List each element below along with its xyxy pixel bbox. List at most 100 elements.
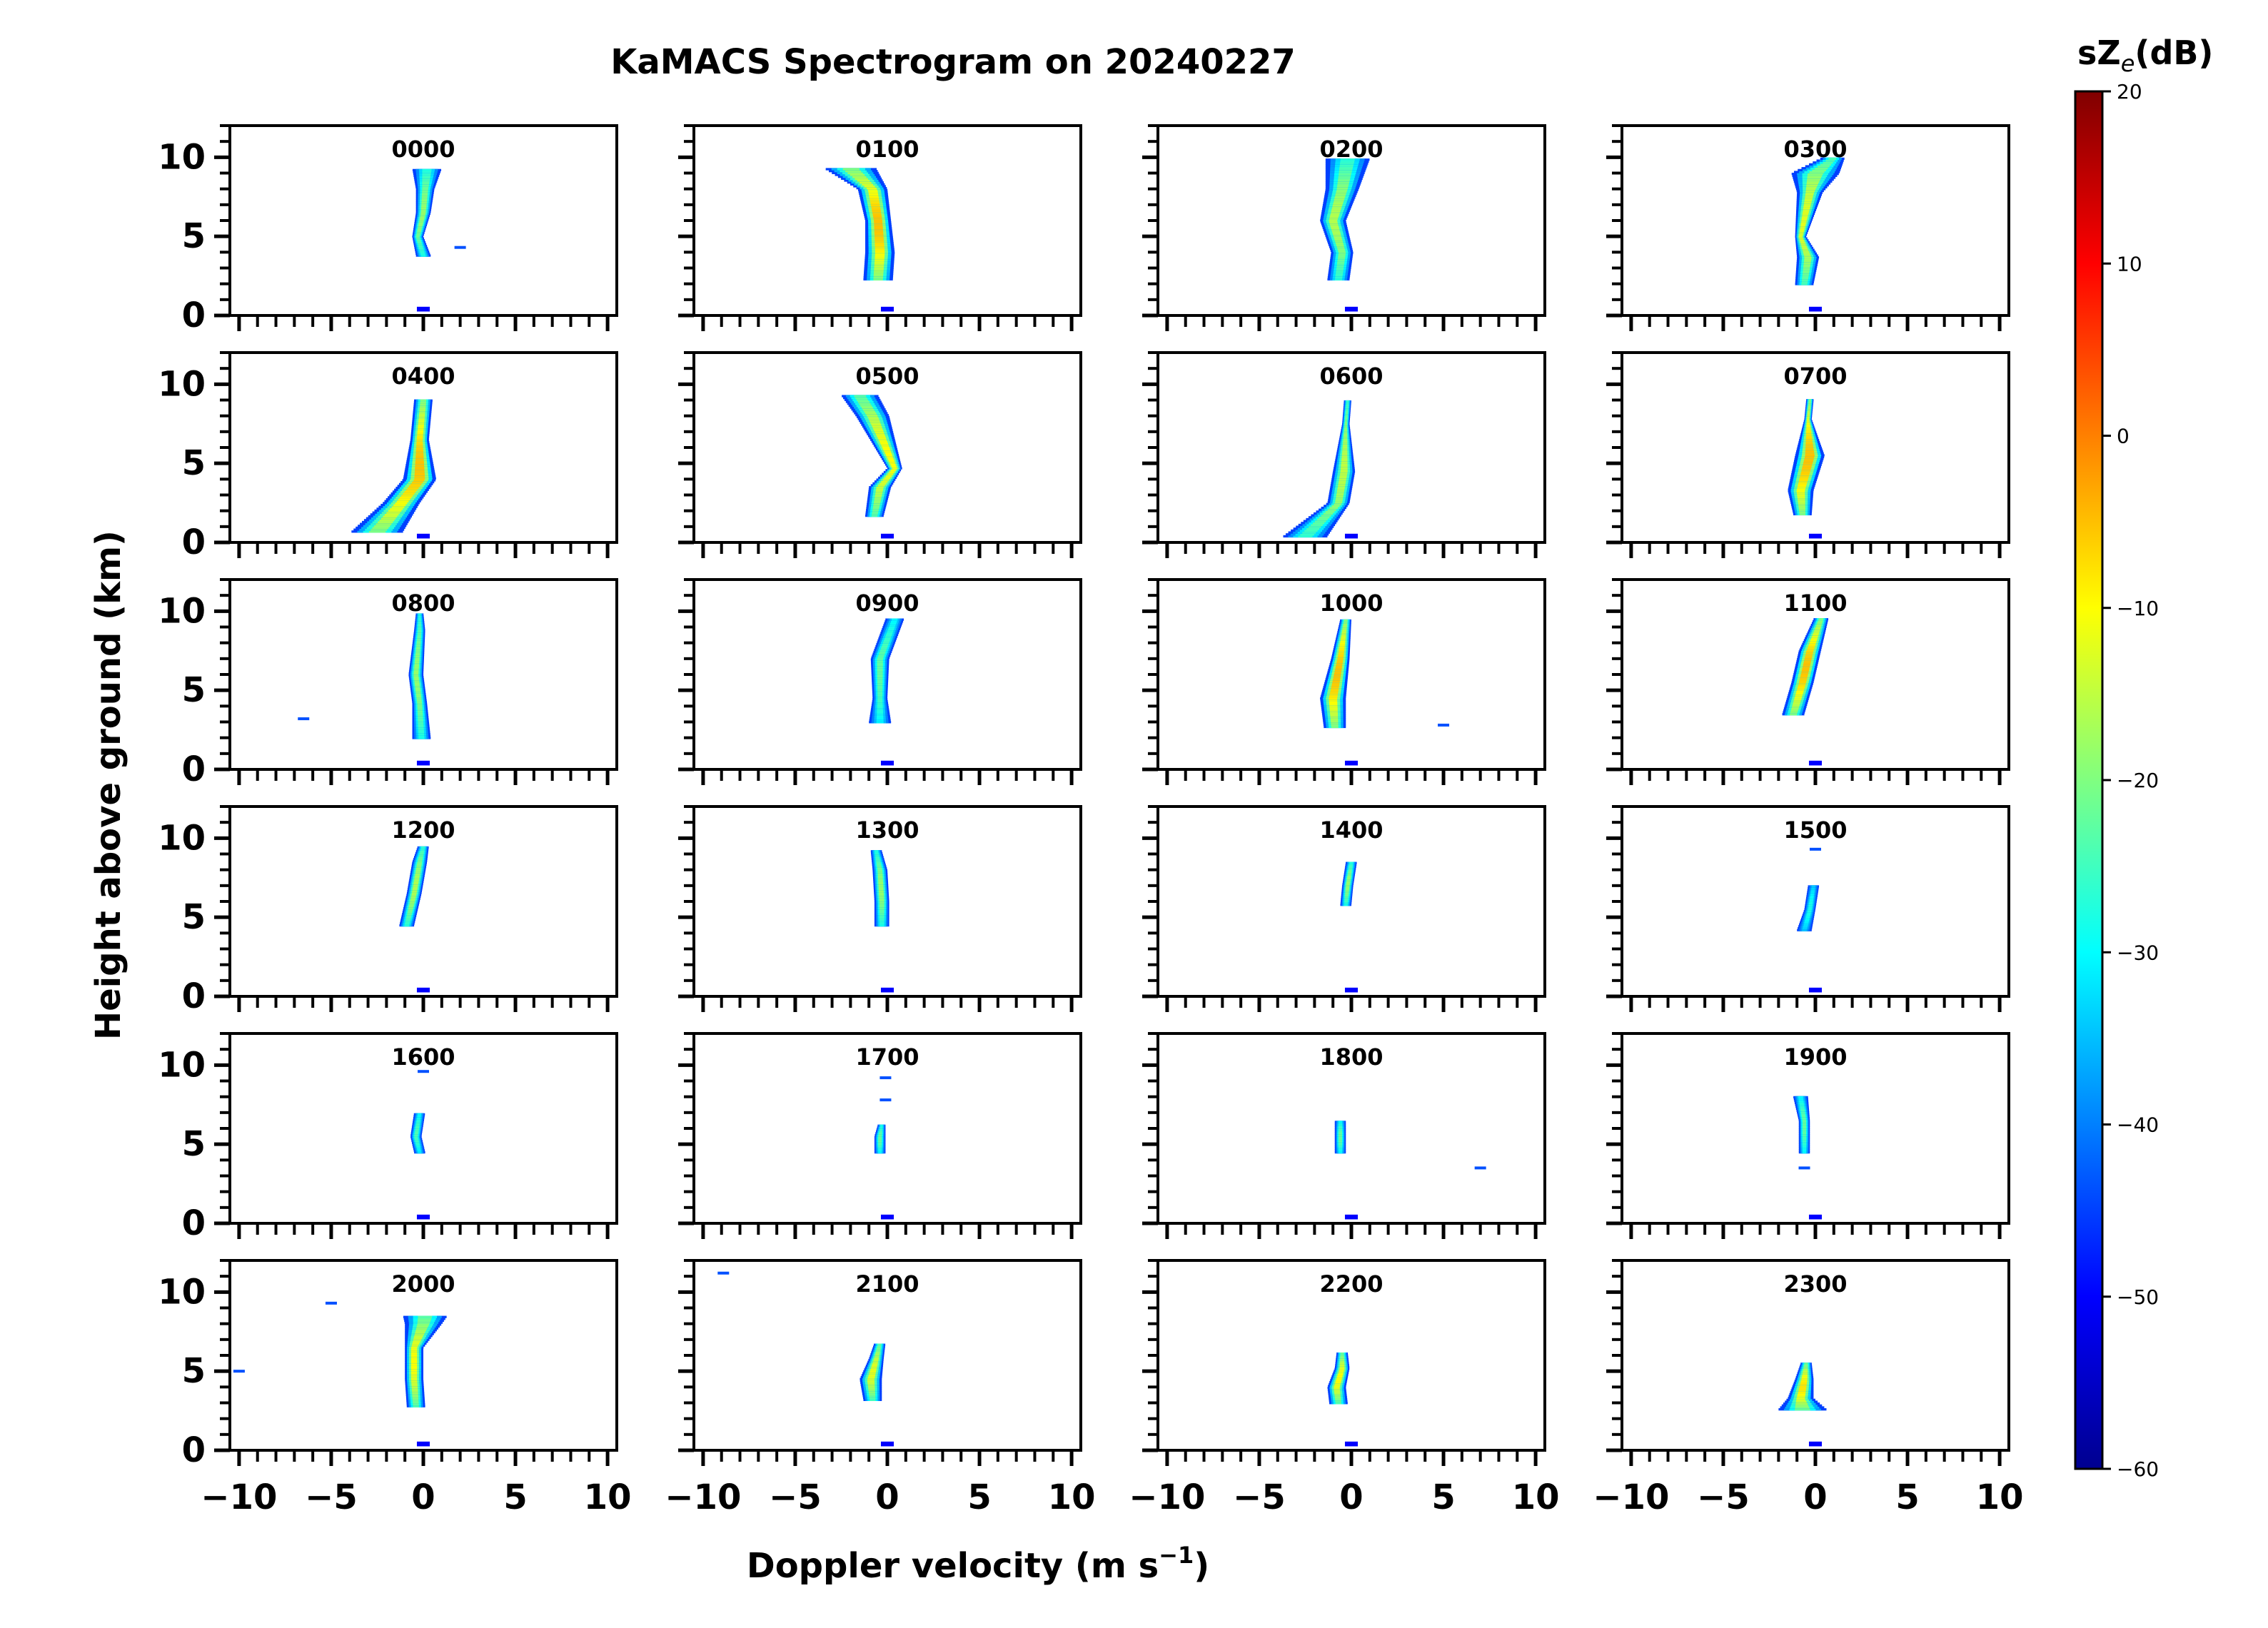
noise-speck — [454, 246, 466, 249]
spectrogram-panel-1700: 1700 — [678, 1032, 1082, 1239]
echo-cell — [1803, 208, 1810, 211]
echo-cell — [1338, 1149, 1343, 1152]
echo-cell — [1335, 276, 1343, 279]
echo-cell — [415, 1141, 420, 1144]
echo-cell — [1800, 1106, 1805, 1108]
surface-echo — [1808, 987, 1823, 993]
echo-cell — [845, 170, 862, 173]
echo-cell — [415, 659, 420, 662]
echo-cell — [417, 1319, 431, 1323]
echo-cell — [877, 687, 883, 689]
echo-cell — [1803, 252, 1810, 256]
echo-cell — [889, 626, 895, 629]
echo-cell — [1802, 248, 1809, 251]
echo-cell — [1805, 652, 1813, 655]
echo-cell — [1336, 493, 1344, 496]
echo-cell — [1803, 205, 1811, 208]
echo-cell — [877, 673, 883, 676]
echo-cell — [877, 702, 883, 704]
echo-cell — [1338, 1124, 1343, 1127]
echo-cell — [1335, 192, 1346, 196]
echo-cell — [1796, 492, 1805, 495]
echo-cell — [422, 182, 430, 185]
echo-cell — [1810, 639, 1817, 642]
echo-cell — [415, 874, 420, 878]
echo-cell — [874, 228, 883, 231]
echo-cell — [410, 1359, 418, 1362]
echo-cell — [417, 229, 421, 233]
echo-cell — [409, 901, 415, 904]
panel-plot-area — [1320, 158, 1370, 312]
echo-cell — [872, 512, 878, 515]
echo-cell — [877, 715, 884, 718]
echo-cell — [1802, 667, 1810, 670]
echo-cell — [1346, 884, 1350, 887]
echo-cell — [420, 405, 426, 408]
echo-cell — [1345, 415, 1348, 418]
echo-cell — [1804, 455, 1815, 459]
echo-cell — [1337, 181, 1349, 184]
echo-cell — [1806, 420, 1810, 423]
echo-cell — [878, 1139, 882, 1143]
echo-cell — [408, 905, 414, 908]
echo-cell — [879, 922, 884, 925]
echo-cell — [879, 1130, 882, 1133]
echo-cell — [1346, 882, 1350, 886]
echo-cell — [1338, 483, 1346, 487]
echo-cell — [855, 177, 868, 180]
echo-cell — [417, 1149, 421, 1152]
echo-cell — [412, 890, 418, 893]
echo-cell — [1331, 685, 1339, 689]
echo-cell — [879, 918, 884, 921]
echo-cell — [415, 654, 420, 658]
echo-cell — [415, 1330, 425, 1334]
echo-cell — [1336, 242, 1344, 245]
echo-cell — [877, 666, 883, 669]
echo-cell — [415, 460, 424, 462]
echo-cell — [876, 1349, 881, 1352]
echo-cell — [413, 672, 419, 675]
echo-cell — [1792, 703, 1800, 707]
echo-cell — [1341, 451, 1348, 455]
spectrogram-panel-1400: 1400 — [1142, 805, 1546, 1012]
echo-cell — [1339, 173, 1351, 176]
echo-cell — [405, 488, 418, 491]
echo-cell — [416, 639, 421, 642]
echo-cell — [883, 641, 889, 644]
echo-cell — [875, 1351, 880, 1354]
echo-cell — [867, 1377, 875, 1380]
echo-cell — [870, 419, 880, 423]
echo-cell — [1338, 1126, 1343, 1129]
panel-time-label: 1500 — [1783, 816, 1847, 844]
echo-cell — [883, 448, 890, 451]
echo-cell — [418, 422, 425, 425]
echo-cell — [1802, 275, 1809, 278]
echo-cell — [868, 418, 880, 420]
echo-cell — [886, 475, 892, 477]
echo-cell — [1808, 399, 1811, 402]
echo-cell — [1820, 163, 1832, 166]
x-tick-label: 10 — [584, 1477, 632, 1517]
panel-plot-area — [874, 1076, 894, 1220]
echo-cell — [418, 856, 423, 859]
echo-cell — [1338, 176, 1351, 178]
echo-cell — [1345, 894, 1349, 897]
echo-cell — [1810, 896, 1814, 899]
echo-cell — [874, 266, 884, 269]
noise-speck — [880, 1098, 892, 1102]
echo-cell — [868, 1391, 875, 1394]
echo-cell — [1329, 693, 1338, 696]
echo-cell — [878, 1143, 882, 1146]
echo-cell — [871, 206, 880, 208]
echo-cell — [1336, 659, 1344, 662]
echo-cell — [890, 463, 896, 466]
echo-cell — [876, 486, 884, 489]
panel-time-label: 1000 — [1319, 590, 1383, 617]
echo-cell — [415, 1124, 420, 1127]
echo-cell — [412, 1390, 418, 1392]
echo-cell — [1801, 279, 1808, 282]
echo-cell — [889, 461, 895, 464]
echo-cell — [877, 865, 882, 868]
echo-cell — [1800, 1109, 1805, 1112]
echo-cell — [1331, 505, 1340, 507]
